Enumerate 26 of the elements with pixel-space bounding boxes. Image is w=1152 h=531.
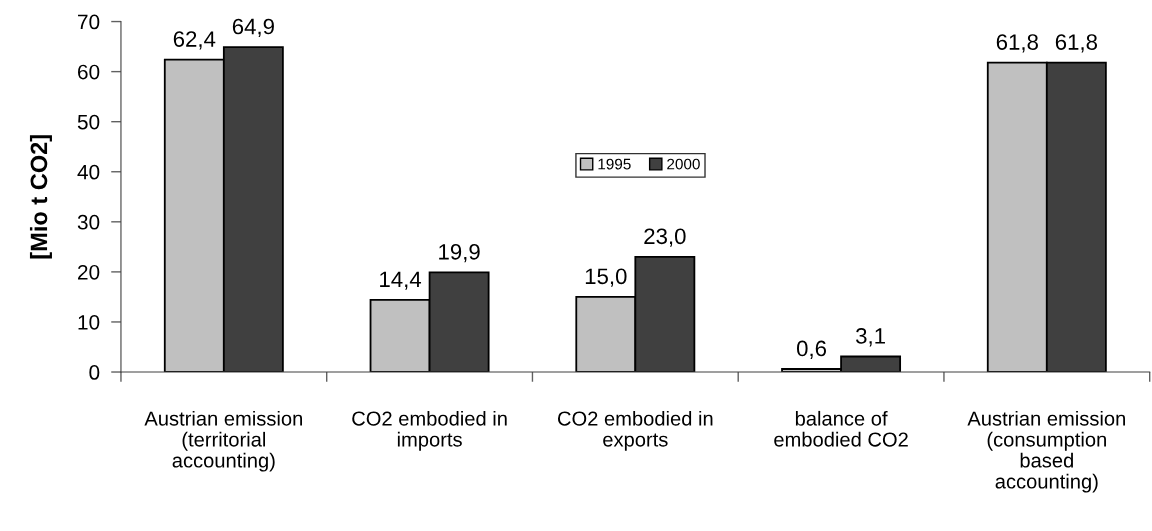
y-tick-label: 50 <box>77 114 100 130</box>
data-label: 23,0 <box>644 228 686 247</box>
y-tick-label: 20 <box>78 264 100 280</box>
data-label: 19,9 <box>439 243 480 263</box>
x-tick-label: CO2 embodied in imports <box>352 410 507 451</box>
y-tick-label: 40 <box>77 164 100 180</box>
x-tick-label: Austrian emission (consumption based accounting) <box>967 410 1125 493</box>
y-tick-label: 60 <box>78 64 100 80</box>
x-tick-label: Austrian emission (territorial accounting) <box>144 410 302 472</box>
data-label: 64,9 <box>232 18 274 37</box>
x-tick-label: CO2 embodied in exports <box>557 410 713 451</box>
legend-label: 1995 <box>598 158 631 170</box>
y-tick-label: 10 <box>78 314 100 330</box>
y-tick-label: 0 <box>89 365 100 380</box>
x-tick-label: balance of embodied CO2 <box>774 410 908 447</box>
data-label: 3,1 <box>856 328 885 347</box>
data-label: 14,4 <box>380 271 422 290</box>
data-label: 15,0 <box>585 268 627 287</box>
y-axis-title: [Mio t CO2] <box>29 135 52 259</box>
y-tick-label: 70 <box>78 14 100 30</box>
y-tick-label: 30 <box>77 214 100 230</box>
data-label: 61,8 <box>1055 34 1098 53</box>
data-label: 0,6 <box>796 340 827 359</box>
legend-label: 2000 <box>667 158 700 170</box>
data-label: 62,4 <box>173 31 216 50</box>
data-label: 61,8 <box>996 34 1038 53</box>
